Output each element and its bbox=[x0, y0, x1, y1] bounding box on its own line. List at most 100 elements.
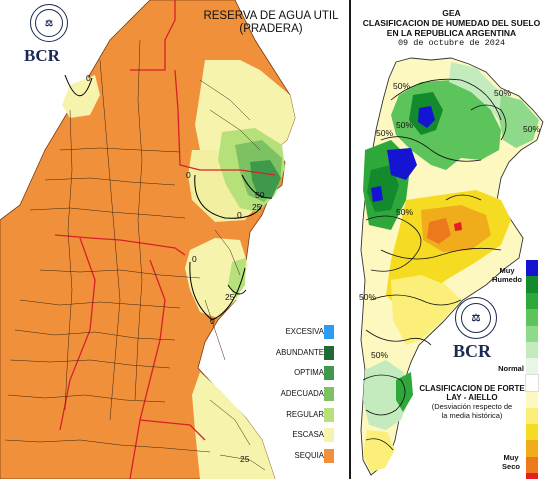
left-isoline-label-4: 0 bbox=[192, 254, 197, 264]
left-isoline-label-2: 0 bbox=[186, 170, 191, 180]
right-note-line-2: la media histórica) bbox=[441, 411, 503, 420]
right-legend-swatch bbox=[526, 292, 538, 310]
left-province-border-2 bbox=[174, 69, 276, 176]
right-area-south-dark-green bbox=[396, 372, 413, 412]
right-classification-note: CLASIFICACION DE FORTE LAY - AIELLO (Des… bbox=[411, 384, 533, 420]
left-isoline-label-7: 50 bbox=[255, 190, 265, 200]
legend-swatch bbox=[324, 407, 334, 422]
left-bcr-seal-logo: ⚖ bbox=[30, 4, 68, 42]
right-legend-swatch bbox=[526, 440, 538, 457]
right-isoline-label-8: 50% bbox=[371, 350, 388, 360]
right-isoline-label-4: 50% bbox=[396, 120, 413, 130]
legend-label: EXCESIVA bbox=[285, 327, 324, 336]
right-legend-swatch bbox=[526, 325, 538, 342]
right-seal-columns-icon: ⚖ bbox=[461, 303, 491, 333]
right-legend-label-bottom: Muy Seco bbox=[502, 453, 520, 471]
right-area-center-light-yellow bbox=[391, 275, 461, 345]
legend-label: OPTIMA bbox=[294, 368, 324, 378]
left-map-subtitle: (PRADERA) bbox=[239, 23, 303, 35]
right-isoline-label-3: 50% bbox=[376, 128, 393, 138]
right-map: 50% 50% 50% 50% 50% 50% 50% 50% bbox=[359, 57, 544, 476]
left-area-escasa-mid bbox=[185, 238, 248, 318]
left-map-panel: 0 0 0 0 0 25 50 25 25 RESERVA DE AGUA UT… bbox=[0, 0, 348, 479]
right-legend-scale bbox=[525, 260, 550, 479]
left-map: 0 0 0 0 0 25 50 25 25 bbox=[0, 0, 296, 479]
right-isoline-label-7: 50% bbox=[359, 292, 376, 302]
left-isoline-label-1: 0 bbox=[86, 73, 91, 83]
right-legend-label-top: Muy Humedo bbox=[492, 266, 522, 284]
right-legend-swatch bbox=[526, 276, 538, 293]
right-legend-swatch bbox=[526, 391, 538, 408]
left-isoline-label-8: 25 bbox=[225, 292, 235, 302]
right-isoline-label-5: 50% bbox=[523, 124, 540, 134]
right-title-date: 09 de octubre de 2024 bbox=[397, 38, 506, 48]
left-legend-item-sequia: SEQUIA bbox=[268, 448, 348, 469]
right-note-line-1: (Desviación respecto de bbox=[431, 402, 513, 411]
legend-label: ADECUADA bbox=[280, 389, 324, 399]
right-legend-swatch bbox=[526, 473, 538, 479]
right-legend-swatch bbox=[526, 260, 538, 277]
left-province-border-6 bbox=[139, 419, 206, 441]
right-legend-swatch bbox=[525, 373, 539, 393]
panel-divider bbox=[349, 0, 351, 479]
right-title-line-2: CLASIFICACION DE HUMEDAD DEL SUELO bbox=[362, 18, 541, 28]
right-area-northeast-green bbox=[499, 95, 539, 148]
left-legend-item-escasa: ESCASA bbox=[268, 427, 348, 448]
right-bcr-logo: BCR bbox=[453, 341, 492, 361]
legend-swatch bbox=[324, 428, 334, 443]
legend-swatch bbox=[324, 345, 334, 360]
legend-label: SEQUIA bbox=[294, 451, 324, 461]
left-isoline-label-5: 0 bbox=[210, 316, 215, 326]
right-map-title: GEA CLASIFICACION DE HUMEDAD DEL SUELO E… bbox=[351, 8, 552, 48]
right-legend-swatch bbox=[526, 456, 538, 474]
left-province-border-4 bbox=[129, 259, 166, 479]
right-area-muy-seco bbox=[454, 222, 462, 231]
legend-swatch bbox=[324, 449, 334, 464]
left-isoline-label-3: 0 bbox=[237, 210, 242, 220]
left-legend-item-excesiva: EXCESIVA bbox=[268, 324, 348, 345]
left-map-title-text: RESERVA DE AGUA UTIL bbox=[203, 10, 339, 22]
right-title-line-1: GEA bbox=[442, 8, 461, 18]
legend-label: ABUNDANTE bbox=[275, 347, 324, 357]
right-bcr-seal-logo: ⚖ bbox=[455, 297, 497, 339]
left-legend-item-optima: OPTIMA bbox=[268, 365, 348, 386]
left-area-optima bbox=[250, 160, 281, 198]
right-area-south-yellow bbox=[363, 430, 395, 472]
left-province-border-1 bbox=[130, 0, 176, 71]
right-isoline-label-1: 50% bbox=[393, 81, 410, 91]
left-area-regular-south bbox=[228, 258, 246, 298]
left-legend-item-regular: REGULAR bbox=[268, 407, 348, 428]
right-area-muy-humedo-1 bbox=[418, 106, 435, 128]
left-province-border-3 bbox=[54, 234, 186, 256]
right-legend-swatch bbox=[526, 423, 538, 441]
right-legend-swatch bbox=[526, 407, 538, 424]
right-legend-swatch bbox=[526, 309, 538, 326]
right-legend-swatch bbox=[526, 358, 538, 375]
legend-swatch bbox=[324, 325, 334, 339]
right-isolines bbox=[362, 78, 507, 451]
right-legend-swatch bbox=[526, 341, 538, 359]
left-isolines bbox=[64, 74, 273, 321]
left-map-title: RESERVA DE AGUA UTIL (PRADERA) bbox=[196, 10, 346, 36]
left-legend: EXCESIVA ABUNDANTE OPTIMA ADECUADA REGUL… bbox=[268, 324, 348, 469]
left-isoline-label-6: 25 bbox=[252, 202, 262, 212]
left-isoline-label-9: 25 bbox=[240, 454, 250, 464]
right-area-south-green bbox=[363, 360, 411, 430]
right-title-line-3: EN LA REPUBLICA ARGENTINA bbox=[386, 28, 517, 38]
legend-swatch bbox=[324, 387, 334, 402]
right-area-muy-humedo-2 bbox=[387, 148, 417, 180]
legend-label: REGULAR bbox=[286, 409, 324, 419]
right-legend-label-mid: Normal bbox=[498, 364, 524, 373]
legend-swatch bbox=[324, 366, 334, 381]
left-legend-item-adecuada: ADECUADA bbox=[268, 386, 348, 407]
right-isoline-label-2: 50% bbox=[494, 88, 511, 98]
left-area-escasa-northwest bbox=[62, 75, 100, 118]
left-legend-item-abundante: ABUNDANTE bbox=[268, 345, 348, 366]
right-area-center-dark-orange bbox=[427, 218, 451, 244]
right-isoline-label-6: 50% bbox=[396, 207, 413, 217]
legend-label: ESCASA bbox=[292, 430, 324, 440]
left-department-lines bbox=[4, 39, 266, 471]
right-area-muy-humedo-3 bbox=[371, 186, 383, 202]
left-bcr-logo: BCR bbox=[24, 46, 60, 65]
left-area-escasa-south bbox=[192, 372, 275, 479]
